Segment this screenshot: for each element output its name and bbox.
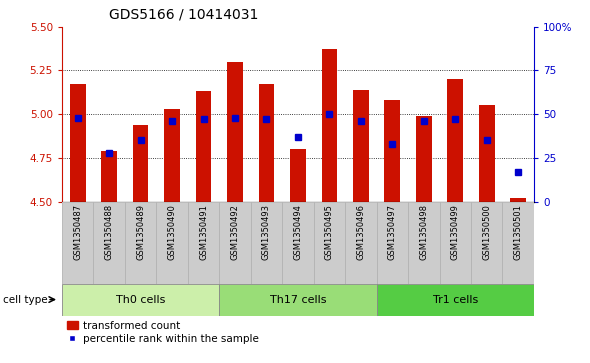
Text: GSM1350494: GSM1350494 [293, 204, 303, 260]
Bar [353, 90, 369, 201]
Text: GSM1350490: GSM1350490 [168, 204, 176, 260]
Bar [385, 100, 400, 201]
Bar [62, 201, 93, 284]
Bar [510, 198, 526, 201]
Text: GSM1350491: GSM1350491 [199, 204, 208, 260]
Bar [408, 201, 440, 284]
Bar [156, 201, 188, 284]
Text: GSM1350495: GSM1350495 [325, 204, 334, 260]
Bar [416, 116, 432, 201]
Text: Th0 cells: Th0 cells [116, 294, 165, 305]
Bar [70, 84, 86, 201]
Text: GSM1350489: GSM1350489 [136, 204, 145, 260]
Bar [503, 201, 534, 284]
Bar [314, 201, 345, 284]
Text: GSM1350496: GSM1350496 [356, 204, 365, 260]
Text: Th17 cells: Th17 cells [270, 294, 326, 305]
Text: GSM1350500: GSM1350500 [482, 204, 491, 260]
Bar [219, 201, 251, 284]
Bar [440, 201, 471, 284]
Bar [62, 284, 219, 315]
Bar [219, 284, 376, 315]
Bar [376, 284, 534, 315]
Bar [164, 109, 180, 201]
Bar [196, 91, 211, 201]
Text: GSM1350499: GSM1350499 [451, 204, 460, 260]
Bar [93, 201, 125, 284]
Bar [101, 151, 117, 201]
Text: GSM1350492: GSM1350492 [231, 204, 240, 260]
Text: GSM1350488: GSM1350488 [104, 204, 114, 260]
Bar [322, 49, 337, 201]
Bar [376, 201, 408, 284]
Bar [133, 125, 149, 201]
Bar [227, 62, 243, 201]
Bar [471, 201, 503, 284]
Bar [290, 149, 306, 201]
Bar [251, 201, 282, 284]
Bar [258, 84, 274, 201]
Text: GSM1350498: GSM1350498 [419, 204, 428, 260]
Bar [479, 105, 494, 201]
Bar [345, 201, 376, 284]
Legend: transformed count, percentile rank within the sample: transformed count, percentile rank withi… [67, 321, 258, 344]
Text: GSM1350487: GSM1350487 [73, 204, 82, 260]
Text: GSM1350497: GSM1350497 [388, 204, 397, 260]
Text: GSM1350493: GSM1350493 [262, 204, 271, 260]
Bar [125, 201, 156, 284]
Text: GDS5166 / 10414031: GDS5166 / 10414031 [109, 7, 258, 21]
Bar [188, 201, 219, 284]
Bar [447, 79, 463, 201]
Text: GSM1350501: GSM1350501 [514, 204, 523, 260]
Bar [282, 201, 314, 284]
Text: cell type: cell type [3, 294, 48, 305]
Text: Tr1 cells: Tr1 cells [432, 294, 478, 305]
